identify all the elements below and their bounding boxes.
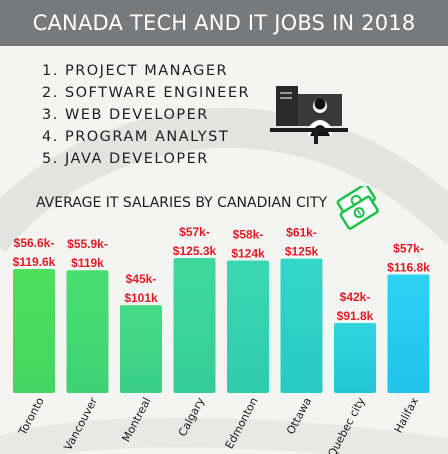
x-tick-label: Edmonton: [223, 395, 261, 451]
x-tick-label: Calgary: [176, 395, 208, 439]
x-tick-label: Halifax: [392, 395, 422, 435]
top-jobs-list: 1. PROJECT MANAGER 2. SOFTWARE ENGINEER …: [42, 60, 250, 170]
list-item: 2. SOFTWARE ENGINEER: [42, 85, 251, 101]
x-tick-label: Toronto: [16, 395, 47, 438]
data-label: $119k: [71, 256, 104, 270]
bar-montreal: [120, 305, 162, 393]
data-label: $45k-: [126, 272, 157, 286]
list-item: 4. PROGRAM ANALYST: [42, 129, 230, 145]
bar-ottawa: [280, 258, 323, 393]
bar-toronto: [13, 269, 55, 393]
bar-edmonton: [227, 260, 269, 393]
data-label: $119.6k: [13, 255, 56, 269]
data-label: $57k-: [393, 241, 424, 255]
money-icon: [336, 186, 379, 230]
bar-calgary: [173, 258, 216, 393]
title-bar: CANADA TECH AND IT JOBS IN 2018: [0, 0, 448, 46]
computer-user-icon: [270, 86, 348, 144]
data-label: $56.6k-: [14, 236, 55, 250]
data-label: $42k-: [340, 290, 371, 304]
data-label: $91.8k: [337, 309, 374, 323]
salary-bar-chart: $56.6k- $119.6k Toronto $55.9k- $119k Vancouv…: [13, 225, 431, 454]
data-label: $116.8k: [387, 260, 430, 274]
data-label: $125.3k: [173, 244, 217, 258]
x-tick-label: Ottawa: [284, 395, 314, 436]
data-label: $57k-: [179, 225, 210, 239]
data-label: $61k-: [286, 226, 317, 240]
bar-vancouver: [66, 270, 109, 393]
list-item: 3. WEB DEVELOPER: [42, 107, 209, 123]
bar-halifax: [387, 274, 430, 393]
list-item: 5. JAVA DEVELOPER: [42, 151, 209, 167]
bar-quebec-city: [334, 323, 376, 393]
data-label: $58k-: [233, 228, 264, 242]
data-label: $55.9k-: [67, 237, 108, 251]
x-tick-label: Montreal: [119, 395, 153, 444]
x-tick-label: Vancouver: [61, 395, 100, 453]
data-label: $101k: [124, 291, 158, 305]
page-title: CANADA TECH AND IT JOBS IN 2018: [32, 11, 416, 35]
x-tick-label: Quebec city: [325, 395, 368, 454]
list-item: 1. PROJECT MANAGER: [42, 63, 229, 79]
data-label: $124k: [231, 247, 265, 261]
chart-title: AVERAGE IT SALARIES BY CANADIAN CITY: [36, 195, 327, 211]
data-label: $125k: [285, 245, 319, 259]
